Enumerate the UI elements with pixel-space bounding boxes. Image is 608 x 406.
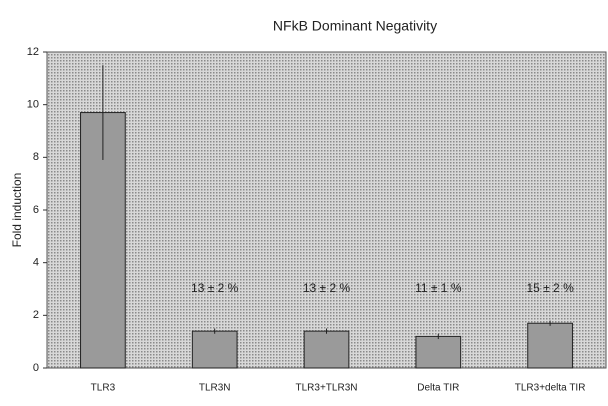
x-tick-label: TLR3N <box>199 383 231 394</box>
y-tick-label: 4 <box>33 257 39 269</box>
chart-title: NFkB Dominant Negativity <box>273 18 437 34</box>
y-tick-label: 0 <box>33 362 39 374</box>
bar <box>527 322 573 369</box>
x-tick-label: TLR3+TLR3N <box>296 383 358 394</box>
annotation: 13 ± 2 % <box>191 281 239 295</box>
y-tick-label: 12 <box>27 46 39 58</box>
annotation: 13 ± 2 % <box>303 281 351 295</box>
x-tick-label: Delta TIR <box>417 383 459 394</box>
y-tick-label: 2 <box>33 309 39 321</box>
bar <box>415 335 462 369</box>
y-tick-label: 10 <box>27 99 39 111</box>
y-axis-label: Fold induction <box>10 173 24 248</box>
annotation: 15 ± 2 % <box>526 281 574 295</box>
bar <box>191 330 238 369</box>
x-tick-label: TLR3 <box>91 383 116 394</box>
annotation: 11 ± 1 % <box>415 281 462 295</box>
y-tick-label: 8 <box>33 151 39 163</box>
x-tick-label: TLR3+delta TIR <box>515 383 586 394</box>
plot-area <box>46 51 607 369</box>
y-tick-label: 6 <box>33 204 39 216</box>
bar <box>303 330 350 369</box>
